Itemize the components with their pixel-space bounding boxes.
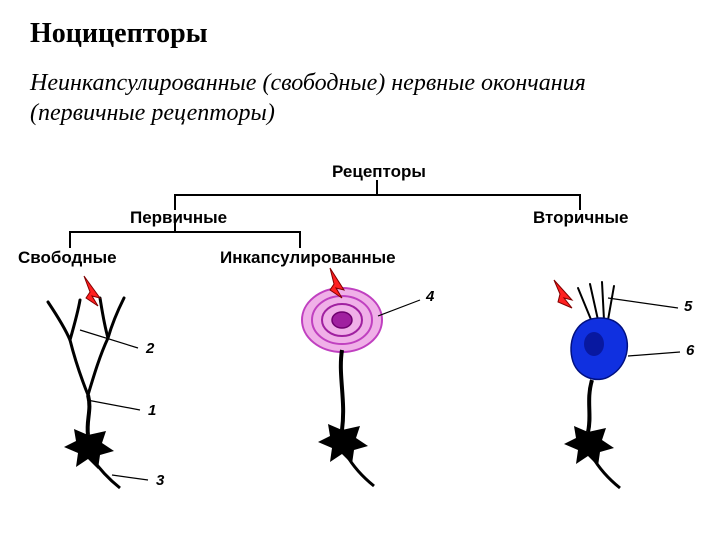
tree-root-label: Рецепторы bbox=[332, 162, 426, 182]
label-4: 4 bbox=[426, 288, 434, 305]
diagram: Рецепторы Первичные Вторичные Свободные … bbox=[0, 170, 720, 540]
page-subtitle: Неинкапсулированные (свободные) нервные … bbox=[30, 68, 690, 128]
arrow-free bbox=[78, 272, 118, 312]
leaders-free bbox=[20, 280, 220, 500]
label-1: 1 bbox=[148, 402, 156, 419]
tree-secondary-label: Вторичные bbox=[533, 208, 628, 228]
label-3: 3 bbox=[156, 472, 164, 489]
label-2: 2 bbox=[146, 340, 154, 357]
label-6: 6 bbox=[686, 342, 694, 359]
label-5: 5 bbox=[684, 298, 692, 315]
arrow-secondary bbox=[548, 278, 588, 318]
tree-primary-label: Первичные bbox=[130, 208, 227, 228]
leader-4 bbox=[350, 288, 470, 348]
arrow-encapsulated bbox=[322, 266, 362, 306]
header: Ноцицепторы Неинкапсулированные (свободн… bbox=[0, 0, 720, 138]
tree-encapsulated-label: Инкапсулированные bbox=[220, 248, 396, 268]
page-title: Ноцицепторы bbox=[30, 18, 690, 50]
tree-free-label: Свободные bbox=[18, 248, 117, 268]
